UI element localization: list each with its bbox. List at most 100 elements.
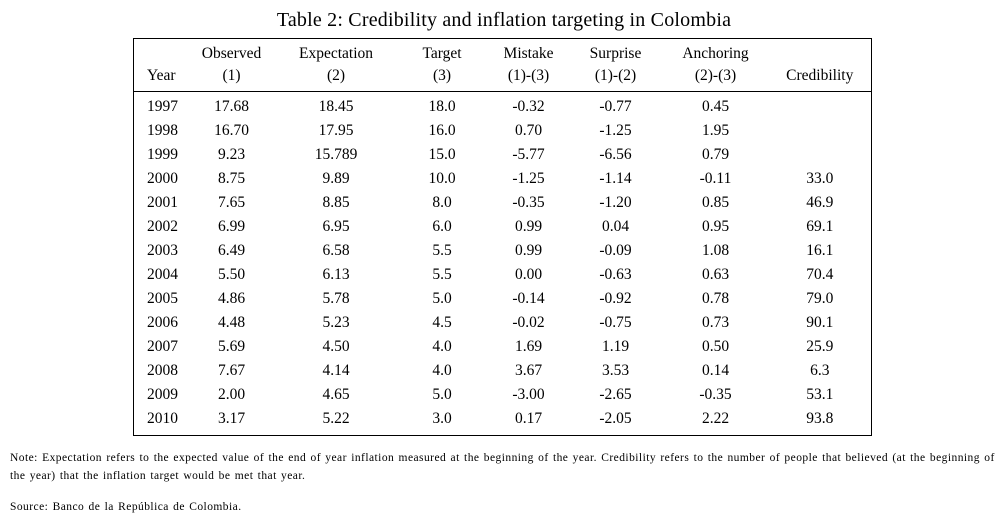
- value-cell: 0.00: [514, 266, 543, 283]
- value-cell: -0.63: [599, 266, 632, 283]
- header-cell: (1)-(2): [568, 64, 663, 92]
- header-cell: Credibility: [768, 64, 872, 92]
- value-cell: [769, 92, 872, 120]
- value-cell: -0.32: [512, 98, 545, 115]
- value-cell: 1.19: [601, 338, 630, 355]
- year-cell: 2001: [147, 194, 178, 211]
- value-cell: -0.75: [599, 314, 632, 331]
- value-cell: 0.04: [601, 218, 630, 235]
- value-cell: 4.5: [432, 314, 452, 331]
- value-cell: 4.14: [322, 362, 350, 379]
- value-cell: 4.0: [432, 362, 452, 379]
- value-cell: 79.0: [806, 290, 834, 307]
- table-row: 2002 6.99 6.95 6.0 0.99 0.04 0.95 69.1: [134, 215, 872, 239]
- value-cell: 16.0: [428, 122, 456, 139]
- value-cell: 5.22: [322, 410, 350, 427]
- header-cell: [769, 39, 872, 65]
- value-cell: [769, 143, 872, 167]
- header-cell: (1): [186, 64, 277, 92]
- credibility-table: Observed Expectation Target Mistake Surprise…: [133, 38, 872, 436]
- year-cell: 2003: [147, 242, 178, 259]
- value-cell: 0.45: [701, 98, 730, 115]
- value-cell: 8.85: [322, 194, 350, 211]
- value-cell: 5.23: [322, 314, 350, 331]
- header-cell: Anchoring: [682, 45, 749, 62]
- value-cell: 6.49: [217, 242, 246, 259]
- header-cell: Mistake: [503, 45, 554, 62]
- value-cell: -0.02: [512, 314, 545, 331]
- year-cell: 2005: [147, 290, 178, 307]
- value-cell: 0.63: [701, 266, 730, 283]
- value-cell: 16.70: [214, 122, 249, 139]
- value-cell: 5.78: [322, 290, 350, 307]
- header-cell: (2): [276, 64, 396, 92]
- header-cell: Observed: [201, 45, 262, 62]
- value-cell: 6.58: [322, 242, 350, 259]
- table-row: 2004 5.50 6.13 5.5 0.00 -0.63 0.63 70.4: [134, 263, 872, 287]
- value-cell: 9.23: [217, 146, 246, 163]
- value-cell: 33.0: [806, 170, 834, 187]
- year-cell: 2000: [147, 170, 178, 187]
- year-cell: 2006: [147, 314, 178, 331]
- value-cell: 4.50: [322, 338, 350, 355]
- header-cell: Year: [133, 64, 187, 92]
- table-row: 2006 4.48 5.23 4.5 -0.02 -0.75 0.73 90.1: [134, 311, 872, 335]
- year-cell: 2004: [147, 266, 178, 283]
- value-cell: 5.0: [432, 290, 452, 307]
- value-cell: 53.1: [806, 386, 834, 403]
- value-cell: 0.70: [514, 122, 543, 139]
- value-cell: 1.69: [514, 338, 543, 355]
- value-cell: 0.14: [701, 362, 730, 379]
- value-cell: 16.1: [806, 242, 834, 259]
- header-cell: Target: [422, 45, 462, 62]
- table-row: 2010 3.17 5.22 3.0 0.17 -2.05 2.22 93.8: [134, 407, 872, 436]
- value-cell: 6.99: [217, 218, 246, 235]
- value-cell: 0.78: [701, 290, 730, 307]
- table-row: 2009 2.00 4.65 5.0 -3.00 -2.65 -0.35 53.1: [134, 383, 872, 407]
- value-cell: 3.0: [432, 410, 452, 427]
- year-cell: 2010: [147, 410, 178, 427]
- value-cell: 25.9: [806, 338, 834, 355]
- value-cell: 1.95: [701, 122, 730, 139]
- value-cell: 0.73: [701, 314, 730, 331]
- value-cell: 17.95: [318, 122, 354, 139]
- note-text: Note: Expectation refers to the expected…: [10, 452, 995, 483]
- value-cell: 1.08: [701, 242, 730, 259]
- header-row: Observed Expectation Target Mistake Surprise…: [134, 39, 872, 65]
- value-cell: -2.65: [599, 386, 632, 403]
- value-cell: 5.5: [432, 242, 452, 259]
- value-cell: -0.35: [512, 194, 545, 211]
- value-cell: 6.95: [322, 218, 350, 235]
- value-cell: 46.9: [806, 194, 834, 211]
- value-cell: 2.00: [217, 386, 246, 403]
- value-cell: 0.99: [514, 218, 543, 235]
- header-cell: (1)-(3): [488, 64, 569, 92]
- value-cell: 18.0: [428, 98, 456, 115]
- table-row: 2005 4.86 5.78 5.0 -0.14 -0.92 0.78 79.0: [134, 287, 872, 311]
- value-cell: -0.77: [599, 98, 632, 115]
- table-title: Table 2: Credibility and inflation targe…: [276, 9, 732, 31]
- table-head: Observed Expectation Target Mistake Surprise…: [133, 39, 872, 92]
- value-cell: 5.0: [432, 386, 452, 403]
- value-cell: 18.45: [318, 98, 354, 115]
- value-cell: -3.00: [512, 386, 545, 403]
- value-cell: -0.11: [699, 170, 732, 187]
- value-cell: 15.0: [428, 146, 456, 163]
- value-cell: 0.17: [514, 410, 543, 427]
- value-cell: 69.1: [806, 218, 834, 235]
- value-cell: 17.68: [214, 98, 249, 115]
- header-cell: Surprise: [589, 45, 642, 62]
- table-row: 1998 16.70 17.95 16.0 0.70 -1.25 1.95: [134, 119, 872, 143]
- value-cell: 15.789: [314, 146, 358, 163]
- table-row: 2008 7.67 4.14 4.0 3.67 3.53 0.14 6.3: [134, 359, 872, 383]
- value-cell: -0.09: [599, 242, 632, 259]
- value-cell: -1.20: [599, 194, 632, 211]
- value-cell: 0.95: [701, 218, 730, 235]
- value-cell: 4.48: [217, 314, 246, 331]
- value-cell: -2.05: [599, 410, 632, 427]
- value-cell: 0.50: [701, 338, 730, 355]
- value-cell: -6.56: [599, 146, 632, 163]
- table-row: 1997 17.68 18.45 18.0 -0.32 -0.77 0.45: [134, 92, 872, 120]
- value-cell: 7.65: [217, 194, 246, 211]
- value-cell: 6.0: [432, 218, 452, 235]
